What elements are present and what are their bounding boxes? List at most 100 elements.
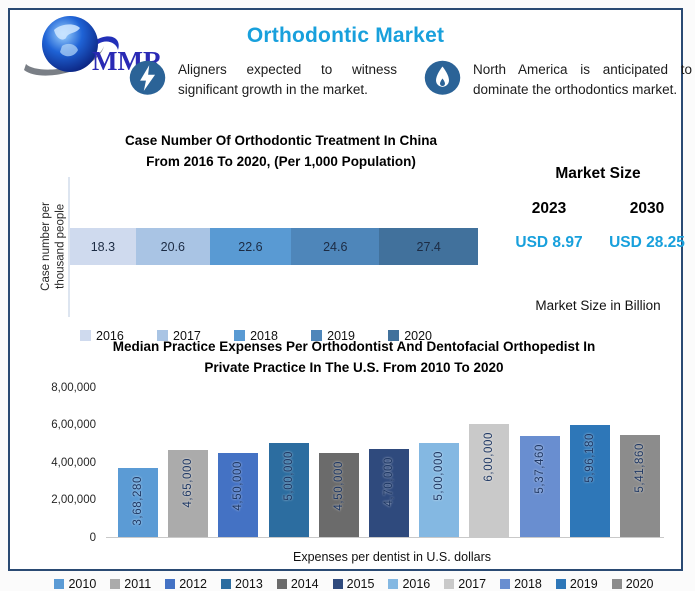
callouts-row: Aligners expected to witness significant… <box>128 60 692 101</box>
bar-2013: 5,00,000 <box>268 442 309 537</box>
legend-swatch-2019 <box>311 330 323 342</box>
stacked-segment-2017: 20.6 <box>135 228 210 266</box>
bar-2018: 5,37,460 <box>519 435 560 537</box>
expenses-bars: 3,68,280 4,65,000 4,50,000 5,00,000 4,50,000… <box>118 387 660 537</box>
expenses-ytick-4: 8,00,000 <box>51 381 96 394</box>
legend-item-2018: 2018 <box>500 577 542 591</box>
china-cases-chart-title: Case Number Of Orthodontic Treatment In … <box>124 133 438 169</box>
legend-item-2016: 2016 <box>80 329 124 343</box>
legend-item-2017: 2017 <box>444 577 486 591</box>
legend-item-2020: 2020 <box>611 576 654 591</box>
legend-label-2014: 2014 <box>290 576 319 591</box>
legend-label-2013: 2013 <box>235 576 263 591</box>
bar-value-label-2012: 4,50,000 <box>232 460 245 511</box>
callout-aligners-text: Aligners expected to witness significant… <box>178 62 397 98</box>
legend-item-2018: 2018 <box>234 329 278 343</box>
bar-value-label-2020: 5,41,860 <box>633 442 646 493</box>
legend-label-2017: 2017 <box>173 328 201 343</box>
china-cases-y-axis-label: Case number per thousand people <box>39 202 66 292</box>
legend-swatch-2016 <box>80 330 91 342</box>
bar-value-label-2019: 5,96,180 <box>583 432 596 483</box>
expenses-chart: Median Practice Expenses Per Orthodontis… <box>30 337 678 591</box>
expenses-chart-title: Median Practice Expenses Per Orthodontis… <box>112 339 596 375</box>
legend-label-2011: 2011 <box>124 576 152 591</box>
callout-north-america-text: North America is anticipated to dominate… <box>473 62 692 98</box>
stacked-bar: 18.3 20.6 22.6 24.6 27.4 <box>70 228 478 266</box>
bar-2016: 5,00,000 <box>419 442 460 537</box>
legend-item-2016: 2016 <box>388 577 430 591</box>
bar-value-label-2013: 5,00,000 <box>282 450 295 501</box>
legend-swatch-2014 <box>276 578 287 589</box>
stacked-segment-2020: 27.4 <box>379 228 478 266</box>
legend-item-2019: 2019 <box>311 329 355 343</box>
bar-value-label-2015: 4,70,000 <box>382 456 395 507</box>
legend-swatch-2020 <box>611 578 622 589</box>
legend-item-2013: 2013 <box>221 577 263 591</box>
stacked-segment-2016: 18.3 <box>70 228 136 266</box>
legend-label-2020: 2020 <box>404 328 432 343</box>
expenses-ytick-2: 4,00,000 <box>51 456 96 469</box>
market-size-value-2030: USD 28.25 <box>609 234 685 251</box>
page-title: Orthodontic Market <box>246 24 445 47</box>
legend-item-2012: 2012 <box>165 577 207 591</box>
legend-swatch-2013 <box>221 578 231 589</box>
market-size-title: Market Size <box>555 165 641 182</box>
legend-item-2020: 2020 <box>388 329 432 343</box>
china-cases-plot-area: 18.3 20.6 22.6 24.6 27.4 <box>68 176 478 317</box>
china-cases-chart: Case Number Of Orthodontic Treatment In … <box>38 131 478 343</box>
legend-swatch-2010 <box>54 578 65 589</box>
legend-label-2020: 2020 <box>625 576 654 591</box>
legend-label-2019: 2019 <box>569 576 598 591</box>
bar-2017: 6,00,000 <box>469 423 510 537</box>
legend-label-2016: 2016 <box>96 328 124 343</box>
bar-2015: 4,70,000 <box>368 448 409 537</box>
legend-label-2016: 2016 <box>402 576 431 591</box>
callout-north-america: North America is anticipated to dominate… <box>423 60 692 101</box>
bar-2020: 5,41,860 <box>619 434 660 537</box>
legend-swatch-2017 <box>444 578 455 589</box>
legend-item-2017: 2017 <box>157 329 201 343</box>
bar-value-label-2011: 4,65,000 <box>182 457 195 508</box>
lightning-icon <box>128 60 167 97</box>
expenses-ytick-3: 6,00,000 <box>51 419 96 432</box>
bar-2019: 5,96,180 <box>569 424 610 537</box>
stacked-segment-2018: 22.6 <box>209 228 292 266</box>
legend-swatch-2017 <box>157 330 169 342</box>
legend-item-2011: 2011 <box>110 577 151 591</box>
market-size-panel: Market Size 2023 2030 USD 8.97 USD 28.25… <box>500 165 695 313</box>
flame-icon <box>423 60 462 97</box>
legend-swatch-2012 <box>165 578 176 589</box>
china-cases-legend: 2016 2017 2018 2019 2020 <box>80 329 432 343</box>
bar-value-label-2017: 6,00,000 <box>483 431 496 482</box>
bar-value-label-2018: 5,37,460 <box>533 443 546 494</box>
legend-label-2019: 2019 <box>327 328 355 343</box>
legend-swatch-2018 <box>234 330 246 342</box>
legend-item-2010: 2010 <box>54 577 96 591</box>
legend-swatch-2016 <box>388 578 399 589</box>
expenses-ytick-0: 0 <box>89 531 96 544</box>
callout-aligners: Aligners expected to witness significant… <box>128 60 397 101</box>
legend-item-2015: 2015 <box>332 576 375 591</box>
legend-swatch-2019 <box>555 578 566 589</box>
bar-2011: 4,65,000 <box>168 449 209 537</box>
market-size-year-2030: 2030 <box>629 200 665 217</box>
legend-label-2018: 2018 <box>250 328 278 343</box>
market-size-value-2023: USD 8.97 <box>515 234 583 251</box>
legend-label-2015: 2015 <box>346 576 375 591</box>
legend-label-2010: 2010 <box>68 576 97 591</box>
legend-item-2014: 2014 <box>276 576 319 591</box>
legend-swatch-2020 <box>388 330 400 342</box>
legend-item-2019: 2019 <box>555 576 598 591</box>
legend-label-2018: 2018 <box>514 576 542 591</box>
bar-2010: 3,68,280 <box>118 467 158 537</box>
legend-swatch-2011 <box>110 578 121 589</box>
bar-2014: 4,50,000 <box>318 452 359 537</box>
bar-value-label-2010: 3,68,280 <box>132 475 144 526</box>
expenses-legend: 2010 2011 2012 2013 2014 2015 2016 2017 2018 2019… <box>30 577 678 591</box>
legend-label-2012: 2012 <box>179 576 207 591</box>
bar-value-label-2016: 5,00,000 <box>433 450 446 501</box>
bar-value-label-2014: 4,50,000 <box>332 460 345 511</box>
expenses-ytick-1: 2,00,000 <box>51 494 96 507</box>
stacked-segment-2019: 24.6 <box>291 228 380 266</box>
infographic-frame: MMR Orthodontic Market Aligners expected… <box>8 8 692 591</box>
